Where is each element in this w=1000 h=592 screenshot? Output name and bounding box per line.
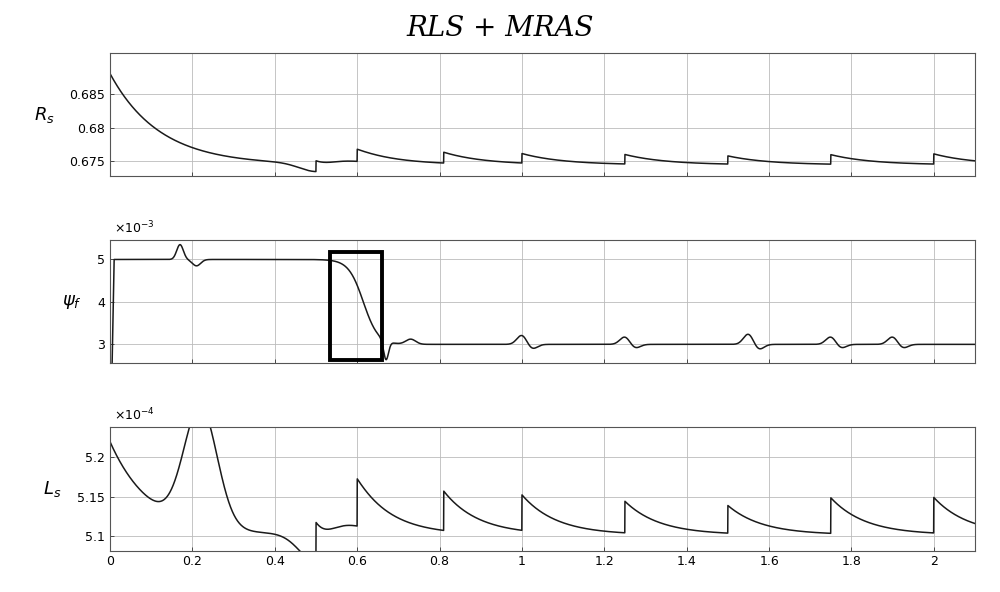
Text: $\times 10^{-3}$: $\times 10^{-3}$ [114,220,155,237]
Y-axis label: $\psi_f$: $\psi_f$ [62,293,82,311]
Text: RLS + MRAS: RLS + MRAS [406,15,594,42]
Bar [330,252,382,361]
Y-axis label: $R_s$: $R_s$ [34,105,55,125]
Y-axis label: $L_s$: $L_s$ [43,479,61,499]
Text: $\times 10^{-4}$: $\times 10^{-4}$ [114,407,155,424]
